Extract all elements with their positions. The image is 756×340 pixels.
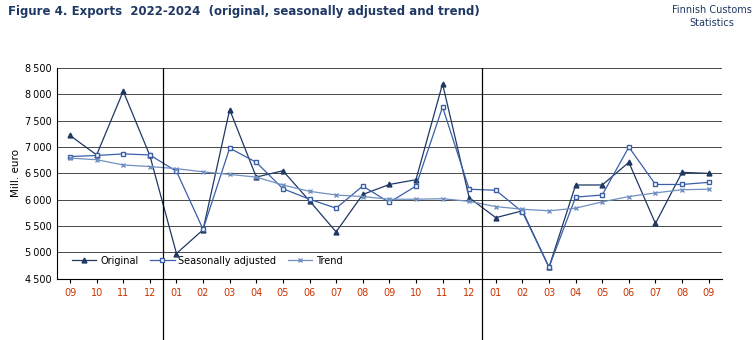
- Original: [544, 265, 553, 269]
- Seasonally adjusted: [92, 153, 101, 157]
- Original: [199, 228, 208, 232]
- Original: [651, 221, 660, 225]
- Original: [571, 183, 580, 187]
- Trend: [677, 188, 686, 192]
- Seasonally adjusted: [518, 210, 527, 214]
- Seasonally adjusted: [172, 169, 181, 173]
- Seasonally adjusted: [252, 160, 261, 164]
- Original: [491, 216, 500, 220]
- Trend: [225, 172, 234, 176]
- Original: [332, 230, 341, 234]
- Original: [172, 252, 181, 256]
- Seasonally adjusted: [465, 187, 474, 191]
- Original: [385, 183, 394, 187]
- Seasonally adjusted: [491, 188, 500, 192]
- Seasonally adjusted: [571, 195, 580, 199]
- Seasonally adjusted: [544, 265, 553, 269]
- Original: [411, 178, 420, 182]
- Text: Figure 4. Exports  2022-2024  (original, seasonally adjusted and trend): Figure 4. Exports 2022-2024 (original, s…: [8, 5, 479, 18]
- Seasonally adjusted: [145, 153, 154, 157]
- Trend: [651, 191, 660, 195]
- Original: [438, 82, 447, 86]
- Original: [677, 170, 686, 174]
- Original: [358, 192, 367, 197]
- Seasonally adjusted: [305, 197, 314, 201]
- Original: [145, 153, 154, 157]
- Trend: [491, 205, 500, 209]
- Original: [252, 175, 261, 179]
- Trend: [411, 197, 420, 201]
- Seasonally adjusted: [332, 206, 341, 210]
- Seasonally adjusted: [199, 227, 208, 231]
- Trend: [278, 183, 287, 187]
- Seasonally adjusted: [624, 145, 634, 149]
- Trend: [172, 167, 181, 171]
- Trend: [598, 200, 607, 204]
- Trend: [385, 197, 394, 201]
- Original: [704, 171, 713, 175]
- Original: [624, 160, 634, 164]
- Legend: Original, Seasonally adjusted, Trend: Original, Seasonally adjusted, Trend: [68, 252, 347, 270]
- Y-axis label: Mill. euro: Mill. euro: [11, 149, 21, 198]
- Seasonally adjusted: [651, 183, 660, 187]
- Trend: [252, 175, 261, 179]
- Trend: [305, 189, 314, 193]
- Original: [598, 183, 607, 187]
- Seasonally adjusted: [704, 180, 713, 184]
- Trend: [704, 187, 713, 191]
- Trend: [624, 194, 634, 199]
- Original: [92, 153, 101, 157]
- Trend: [119, 163, 128, 167]
- Trend: [332, 193, 341, 197]
- Seasonally adjusted: [438, 105, 447, 109]
- Trend: [66, 156, 75, 160]
- Trend: [358, 194, 367, 199]
- Seasonally adjusted: [358, 184, 367, 188]
- Original: [119, 89, 128, 93]
- Trend: [199, 170, 208, 174]
- Trend: [571, 206, 580, 210]
- Original: [305, 199, 314, 203]
- Trend: [92, 158, 101, 162]
- Trend: [518, 207, 527, 211]
- Trend: [465, 199, 474, 203]
- Seasonally adjusted: [411, 184, 420, 188]
- Original: [278, 169, 287, 173]
- Original: [66, 133, 75, 137]
- Line: Seasonally adjusted: Seasonally adjusted: [67, 105, 711, 270]
- Seasonally adjusted: [385, 200, 394, 204]
- Original: [465, 195, 474, 200]
- Trend: [438, 197, 447, 201]
- Seasonally adjusted: [225, 146, 234, 150]
- Seasonally adjusted: [677, 183, 686, 187]
- Seasonally adjusted: [66, 154, 75, 158]
- Original: [225, 107, 234, 112]
- Seasonally adjusted: [119, 152, 128, 156]
- Trend: [145, 165, 154, 169]
- Seasonally adjusted: [598, 193, 607, 197]
- Line: Original: Original: [67, 81, 711, 270]
- Original: [518, 209, 527, 213]
- Line: Trend: Trend: [67, 156, 711, 213]
- Text: Finnish Customs
Statistics: Finnish Customs Statistics: [672, 5, 752, 28]
- Trend: [544, 209, 553, 213]
- Seasonally adjusted: [278, 187, 287, 191]
